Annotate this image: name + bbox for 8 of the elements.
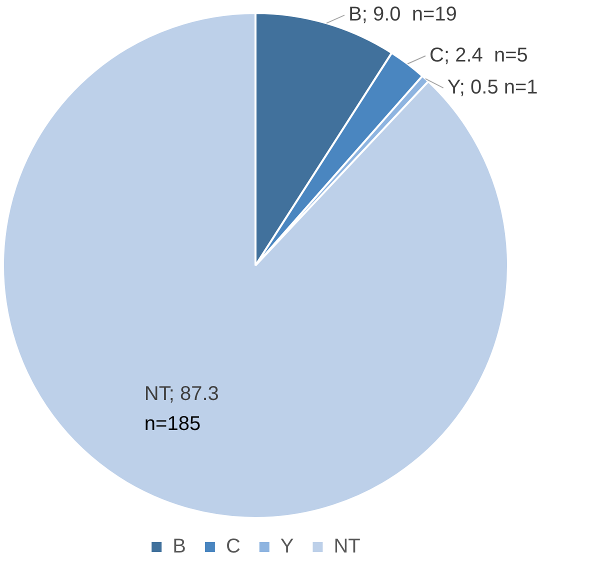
legend-label: C	[226, 536, 240, 558]
legend-label: Y	[280, 536, 294, 558]
data-label: C; 2.4 n=5	[430, 44, 528, 66]
data-label: Y; 0.5 n=1	[447, 76, 538, 98]
data-label: B; 9.0 n=19	[348, 4, 457, 26]
legend-label: NT	[334, 536, 360, 558]
data-label: NT; 87.3 n=185	[144, 383, 219, 436]
legend-label: B	[172, 536, 186, 558]
